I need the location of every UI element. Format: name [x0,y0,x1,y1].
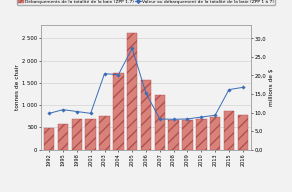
Bar [155,95,165,150]
Bar [58,124,68,150]
Y-axis label: millions de $: millions de $ [269,69,274,106]
Bar [127,33,137,150]
Bar [196,119,206,150]
Bar [168,120,179,150]
Bar [182,120,193,150]
Bar [238,115,248,150]
Bar [113,73,124,150]
Bar [224,111,234,150]
Bar [141,80,151,150]
Y-axis label: tonnes de chair: tonnes de chair [15,65,20,110]
Bar [86,119,96,150]
Bar [44,128,54,150]
Legend: Débarquements de la totalité de la baie (ZPP 1-7), Valeur au débarquement de la : Débarquements de la totalité de la baie … [17,0,275,5]
Bar [99,116,110,150]
Bar [210,117,220,150]
Bar [72,119,82,150]
